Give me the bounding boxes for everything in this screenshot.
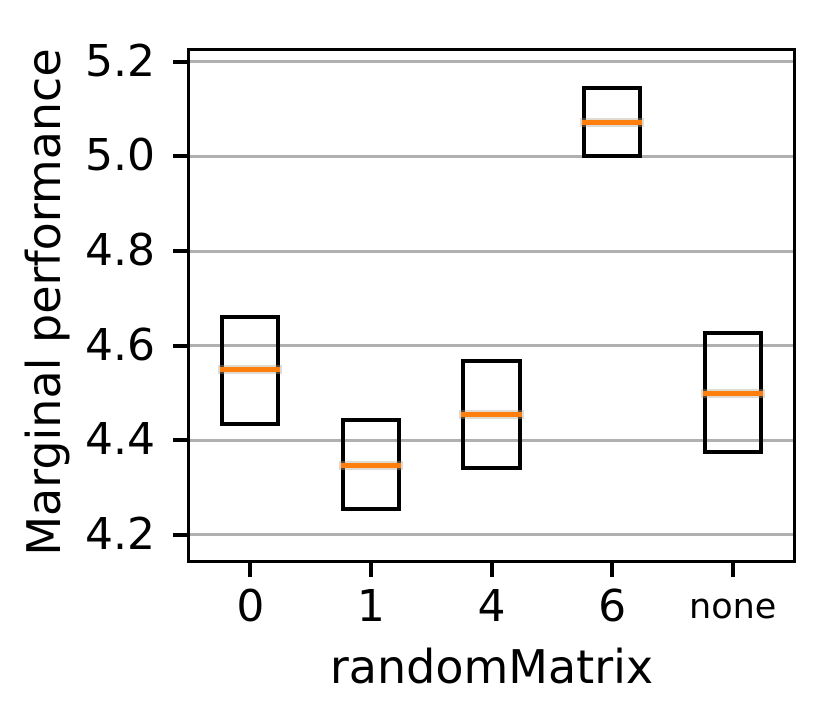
y-tick-label: 5.2: [85, 35, 155, 87]
y-tick-mark: [173, 532, 187, 537]
y-tick-mark: [173, 249, 187, 254]
box-4: [461, 358, 522, 470]
y-tick-label: 4.2: [85, 508, 155, 560]
y-tick-label: 4.8: [85, 225, 155, 277]
y-tick-mark: [173, 59, 187, 64]
y-tick-label: 4.6: [85, 319, 155, 371]
y-gridline: [190, 249, 793, 253]
x-tick-label: 0: [236, 581, 265, 632]
median-line-none: [702, 390, 763, 396]
median-line-4: [461, 411, 522, 417]
x-tick-label: 1: [356, 581, 385, 632]
box-0: [220, 314, 281, 427]
y-tick-label: 4.4: [85, 414, 155, 466]
y-gridline: [190, 533, 793, 537]
median-line-1: [340, 462, 402, 468]
y-tick-mark: [173, 438, 187, 443]
y-gridline: [190, 154, 793, 158]
y-tick-label: 5.0: [85, 130, 155, 182]
plot-area: 4.2 4.4 4.6 4.8 5.0 5.2 0 1 4 6 none: [85, 36, 796, 632]
y-gridline: [190, 60, 793, 64]
x-axis-label: randomMatrix: [329, 640, 654, 694]
x-tick-mark: [610, 563, 615, 577]
median-line-6: [581, 119, 643, 125]
y-gridline: [190, 438, 793, 442]
y-tick-mark: [173, 343, 187, 348]
x-tick-mark: [248, 563, 253, 577]
box-none: [702, 331, 763, 455]
y-tick-mark: [173, 154, 187, 159]
y-axis-label: Marginal performance: [17, 48, 71, 556]
box-1: [340, 418, 402, 512]
y-gridline: [190, 344, 793, 348]
x-tick-mark: [730, 563, 735, 577]
x-tick-label: 6: [598, 581, 627, 632]
box-6: [581, 86, 643, 158]
x-tick-label: none: [689, 587, 777, 627]
x-tick-mark: [368, 563, 373, 577]
median-line-0: [220, 366, 281, 372]
x-tick-label: 4: [477, 581, 506, 632]
x-tick-mark: [489, 563, 494, 577]
